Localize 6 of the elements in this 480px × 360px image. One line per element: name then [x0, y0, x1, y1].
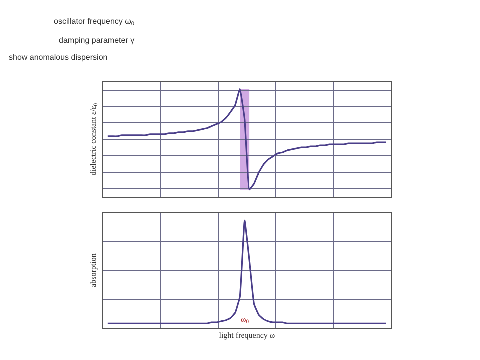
y-axis-title: absorption [88, 254, 98, 288]
text: damping parameter γ [59, 36, 135, 45]
annotation: ω$_{0}$ [241, 315, 250, 326]
x-axis-title: light frequency ω [219, 331, 276, 340]
text: show anomalous dispersion [9, 53, 108, 62]
text: oscillator frequency ω$_{0}$ [54, 17, 135, 28]
